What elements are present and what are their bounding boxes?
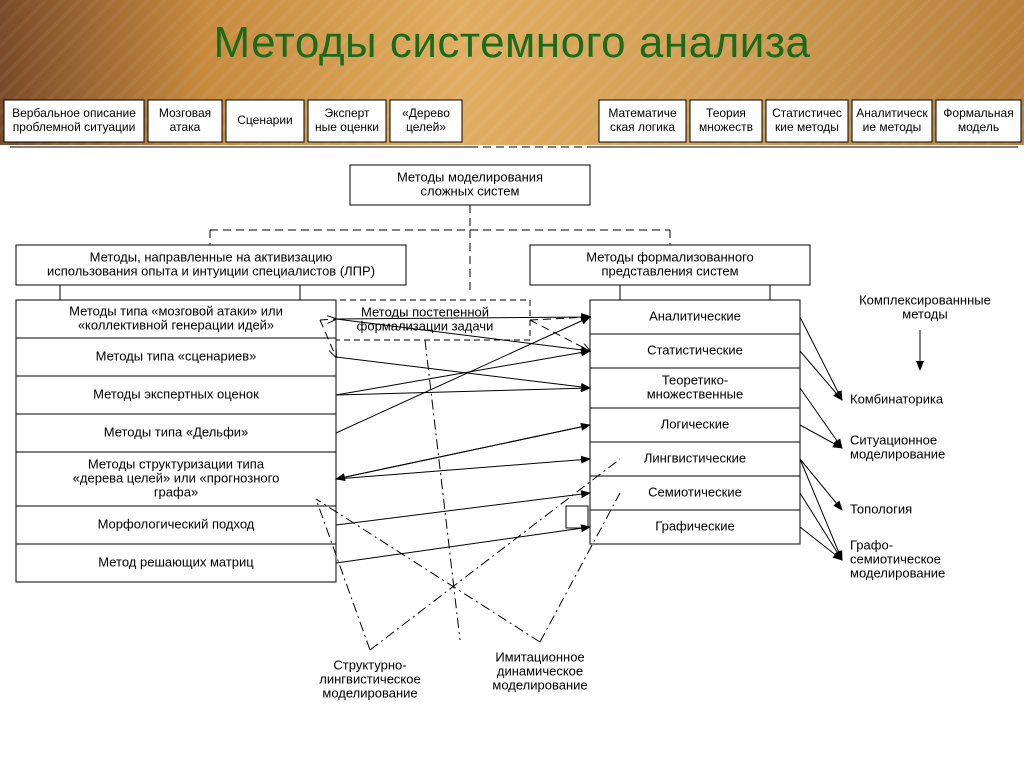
svg-text:формализации задачи: формализации задачи [357,318,494,333]
svg-text:Эксперт: Эксперт [324,106,370,120]
svg-text:модель: модель [958,120,999,134]
svg-text:Вербальное описание: Вербальное описание [12,106,136,120]
arrows-to-complex [800,317,842,560]
svg-text:Графические: Графические [655,518,734,533]
svg-text:графа»: графа» [154,484,198,499]
svg-text:Комплексированнные: Комплексированнные [859,292,991,307]
svg-text:сложных систем: сложных систем [421,183,520,198]
svg-text:представления систем: представления систем [601,263,738,278]
svg-text:Методы типа «сценариев»: Методы типа «сценариев» [96,348,257,363]
svg-text:Статистические: Статистические [647,342,743,357]
svg-text:Имитационное: Имитационное [495,649,584,664]
root-box: Методы моделированиясложных систем [350,165,590,205]
svg-text:Метод решающих матриц: Метод решающих матриц [98,554,254,569]
svg-text:целей»: целей» [406,120,446,134]
svg-text:Аналитическ: Аналитическ [856,106,928,120]
svg-text:проблемной ситуации: проблемной ситуации [13,120,136,134]
svg-text:Теоретико-: Теоретико- [662,372,728,387]
svg-text:Методы, направленные на активи: Методы, направленные на активизацию [90,249,333,264]
small-marker-box [566,506,588,528]
svg-text:Аналитические: Аналитические [649,308,741,323]
svg-text:ская логика: ская логика [610,120,675,134]
svg-text:Топология: Топология [850,501,912,516]
svg-text:использования опыта и интуиции: использования опыта и интуиции специалис… [47,263,375,278]
svg-text:Структурно-: Структурно- [333,657,406,672]
svg-text:Методы структуризации типа: Методы структуризации типа [88,456,265,471]
left-column: Методы типа «мозговой атаки» или«коллект… [16,300,336,582]
svg-text:Математиче: Математиче [608,106,677,120]
svg-text:Комбинаторика: Комбинаторика [850,391,944,406]
formalization-box: Методы постепеннойформализации задачи [320,300,530,340]
svg-text:ие методы: ие методы [863,120,922,134]
svg-text:Ситуационное: Ситуационное [850,432,937,447]
svg-text:динамическое: динамическое [497,663,583,678]
svg-text:Методы моделирования: Методы моделирования [397,169,543,184]
svg-text:Методы типа «мозговой атаки» и: Методы типа «мозговой атаки» или [69,303,283,318]
svg-text:моделирование: моделирование [850,565,945,580]
right-column: Аналитические Статистические Теоретико-мно… [590,300,800,544]
svg-text:Методы экспертных оценок: Методы экспертных оценок [93,386,259,401]
cross-arrows [336,317,590,563]
svg-text:«Дерево: «Дерево [402,106,450,120]
svg-text:Лингвистические: Лингвистические [644,450,746,465]
left-head-box: Методы, направленные на активизациюиспол… [16,245,406,285]
svg-text:методы: методы [902,306,947,321]
svg-text:Семиотические: Семиотические [648,484,742,499]
svg-text:атака: атака [170,120,201,134]
svg-text:Морфологический подход: Морфологический подход [98,516,255,531]
svg-text:ные оценки: ные оценки [315,120,379,134]
svg-text:множественные: множественные [647,386,744,401]
svg-text:Методы типа «Дельфи»: Методы типа «Дельфи» [104,424,249,439]
svg-text:Мозговая: Мозговая [159,106,211,120]
svg-text:Сценарии: Сценарии [237,113,292,127]
complex-head: Комплексированнныеметоды [859,292,991,321]
svg-text:Формальная: Формальная [943,106,1013,120]
svg-text:моделирование: моделирование [322,685,417,700]
svg-text:Методы постепенной: Методы постепенной [361,304,489,319]
svg-text:множеств: множеств [699,120,753,134]
right-head-box: Методы формализованногопредставления сис… [530,245,810,285]
svg-text:«дерева целей» или «прогнозног: «дерева целей» или «прогнозного [73,470,280,485]
svg-text:Логические: Логические [661,416,729,431]
svg-text:моделирование: моделирование [850,446,945,461]
svg-text:Методы формализованного: Методы формализованного [586,249,754,264]
diagram-svg: Вербальное описаниепроблемной ситуации Мо… [0,0,1024,768]
svg-text:кие методы: кие методы [775,120,839,134]
complex-items: КомбинаторикаСитуационноемоделированиеТо… [850,391,945,580]
svg-text:Графо-: Графо- [850,537,893,552]
svg-text:моделирование: моделирование [492,677,587,692]
svg-text:семиотическое: семиотическое [850,551,941,566]
top-row: Вербальное описаниепроблемной ситуации Мо… [4,100,1021,142]
svg-text:Статистичес: Статистичес [772,106,842,120]
svg-text:Теория: Теория [706,106,746,120]
svg-text:лингвистическое: лингвистическое [319,671,420,686]
svg-text:«коллективной генерации идей»: «коллективной генерации идей» [78,317,274,332]
